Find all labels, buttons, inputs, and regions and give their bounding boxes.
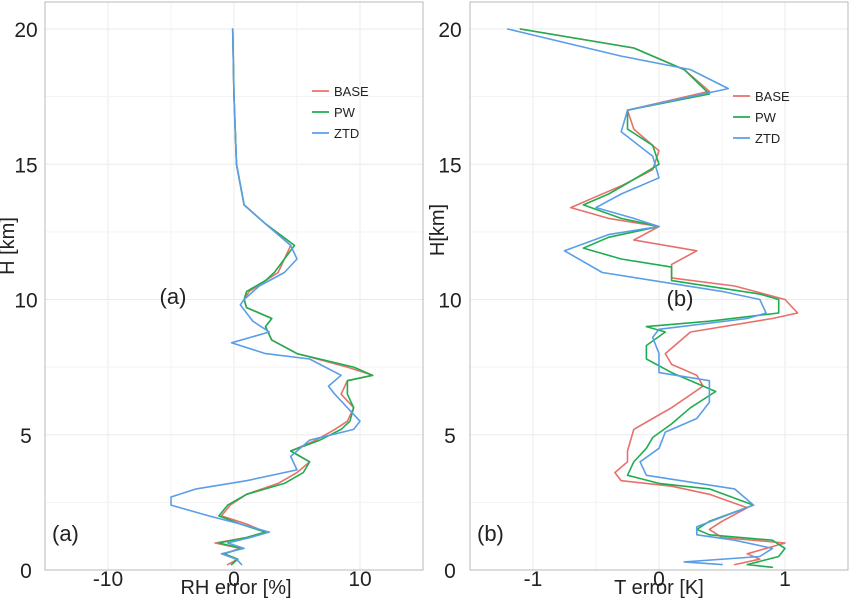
legend: BASE PW ZTD (312, 84, 369, 141)
series-line-ztd (507, 28, 774, 566)
y-axis-title: H [km] (0, 217, 19, 275)
x-axis-title: RH error [%] (180, 577, 291, 599)
x-tick-label: -1 (524, 568, 543, 591)
x-tick-label: -10 (93, 568, 123, 591)
x-tick-label: 0 (228, 568, 240, 591)
panel-corner-label: (b) (477, 521, 504, 546)
y-tick-label: 0 (444, 560, 456, 583)
y-axis-title: H[km] (427, 204, 449, 256)
y-tick-label: 15 (14, 154, 37, 177)
legend-label-pw: PW (334, 105, 356, 120)
y-tick-label: 15 (438, 154, 461, 177)
legend: BASE PW ZTD (733, 89, 790, 146)
plot-frame (469, 1, 849, 571)
y-tick-label: 5 (20, 425, 32, 448)
x-axis-title: T error [K] (614, 577, 704, 599)
legend-label-ztd: ZTD (334, 126, 359, 141)
x-tick-label: 1 (779, 568, 791, 591)
y-tick-label: 20 (438, 19, 461, 42)
y-tick-label: 0 (20, 560, 32, 583)
legend-label-base: BASE (755, 89, 790, 104)
series-line-ztd (170, 28, 361, 566)
plot-frame (44, 1, 424, 571)
y-tick-label: 20 (14, 19, 37, 42)
panel-corner-label: (a) (52, 521, 79, 546)
legend-label-base: BASE (334, 84, 369, 99)
legend-label-pw: PW (755, 110, 777, 125)
panel-inner-label: (b) (667, 286, 694, 311)
panel-a-rh-error: -10 0 10 0 5 10 15 20 RH error [%] H [km] (a) (a) BA… (0, 1, 424, 599)
x-tick-label: 10 (348, 568, 371, 591)
y-tick-label: 10 (438, 290, 461, 313)
legend-label-ztd: ZTD (755, 131, 780, 146)
x-tick-label: 0 (653, 568, 665, 591)
panel-inner-label: (a) (160, 284, 187, 309)
y-tick-label: 10 (14, 290, 37, 313)
y-tick-label: 5 (444, 425, 456, 448)
